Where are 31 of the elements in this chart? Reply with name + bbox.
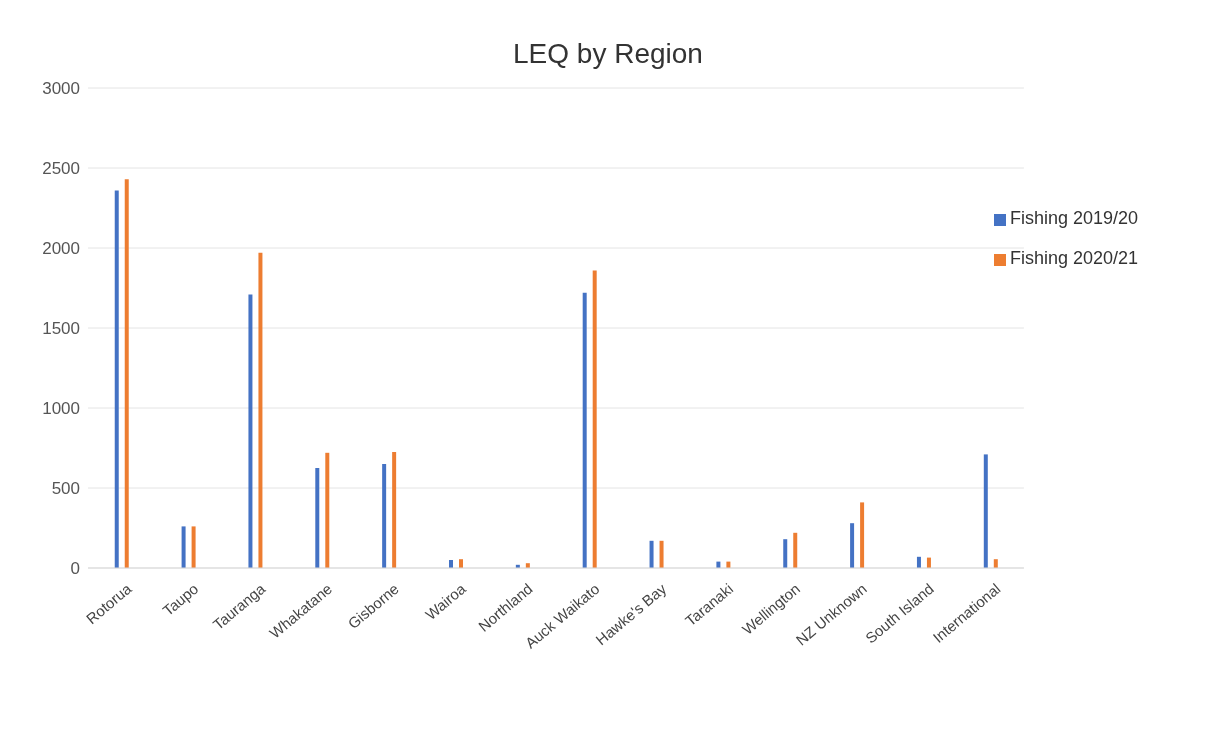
bar xyxy=(114,190,119,568)
y-tick-label: 2000 xyxy=(42,239,80,259)
bar xyxy=(382,464,387,568)
legend-label: Fishing 2019/20 xyxy=(1009,208,1138,228)
bar xyxy=(592,270,597,568)
bar xyxy=(458,559,463,568)
bar xyxy=(392,452,397,568)
y-tick-label: 500 xyxy=(51,479,80,499)
bar xyxy=(850,523,855,568)
y-tick-label: 1000 xyxy=(42,399,80,419)
y-tick-label: 3000 xyxy=(42,79,80,99)
bar xyxy=(124,179,129,568)
bar xyxy=(315,468,320,568)
bar xyxy=(582,292,587,568)
bar xyxy=(191,526,196,568)
bar xyxy=(793,532,798,568)
y-tick-label: 0 xyxy=(70,559,80,579)
bar xyxy=(181,526,186,568)
bar xyxy=(258,252,263,568)
y-tick-label: 1500 xyxy=(42,319,80,339)
chart-title: LEQ by Region xyxy=(512,37,704,71)
bar xyxy=(783,539,788,568)
bar xyxy=(248,294,253,568)
bar xyxy=(860,502,865,568)
y-tick-label: 2500 xyxy=(42,159,80,179)
bar xyxy=(993,559,998,568)
bar xyxy=(649,540,654,568)
bar xyxy=(325,452,330,568)
bar xyxy=(983,454,988,568)
bar xyxy=(659,540,664,568)
legend-label: Fishing 2020/21 xyxy=(1009,248,1138,268)
